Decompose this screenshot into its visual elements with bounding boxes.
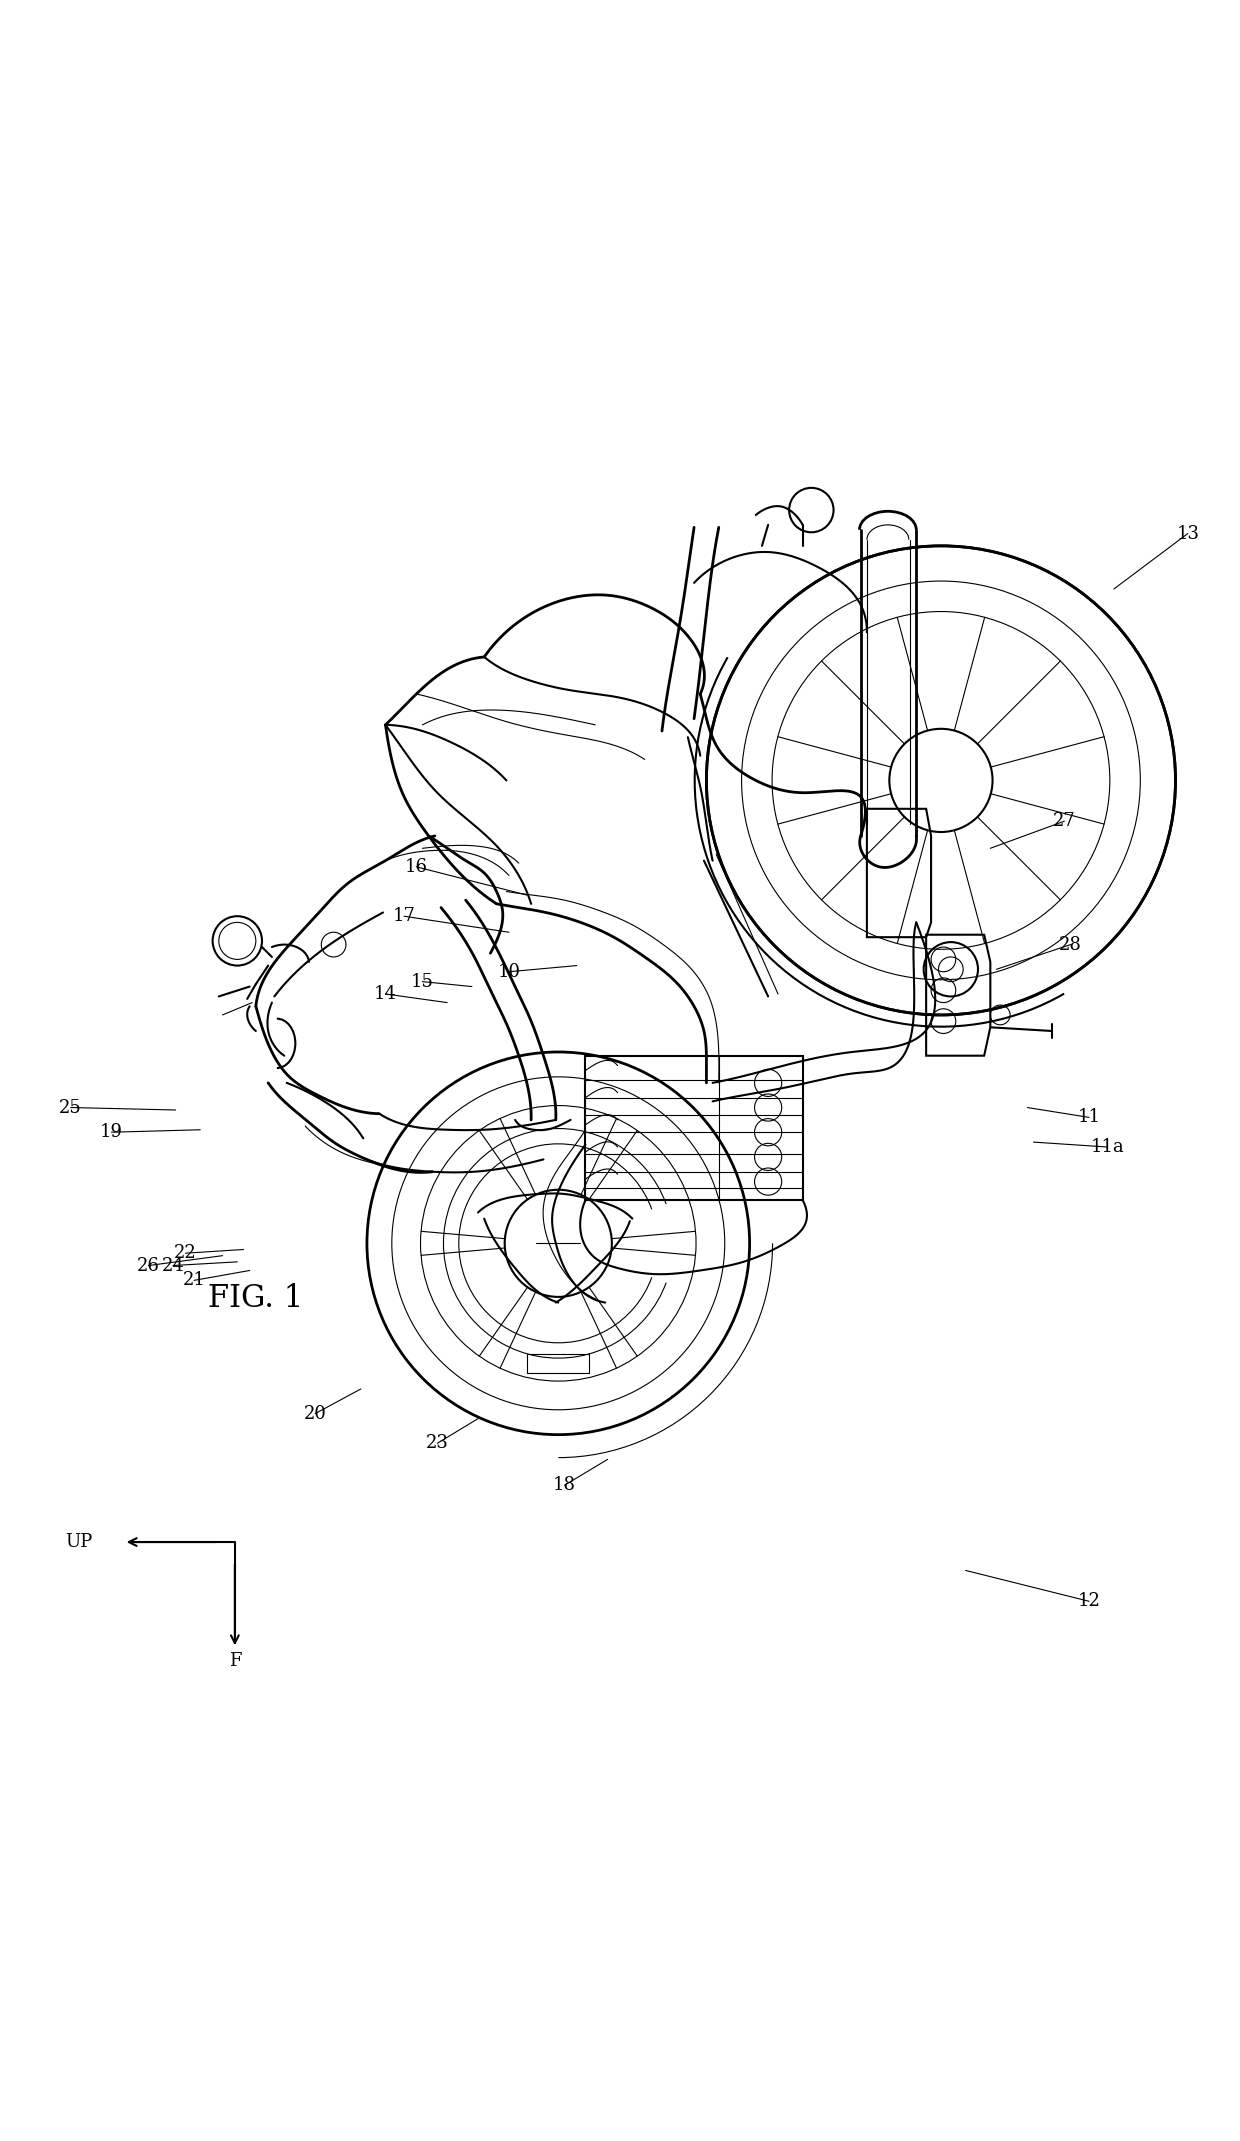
Text: 21: 21	[182, 1272, 206, 1289]
Text: 27: 27	[1053, 811, 1076, 831]
Text: 23: 23	[425, 1434, 449, 1452]
Text: 16: 16	[404, 859, 428, 876]
Text: 24: 24	[161, 1257, 185, 1274]
Text: 12: 12	[1078, 1593, 1101, 1610]
Text: FIG. 1: FIG. 1	[208, 1282, 304, 1315]
Text: 13: 13	[1177, 525, 1199, 542]
Text: 28: 28	[1059, 936, 1083, 953]
Text: 22: 22	[174, 1244, 197, 1263]
Text: F: F	[228, 1651, 241, 1670]
Text: 15: 15	[410, 972, 434, 991]
Text: 11: 11	[1078, 1109, 1101, 1126]
Text: UP: UP	[66, 1533, 93, 1550]
Text: 25: 25	[60, 1098, 82, 1118]
Text: 20: 20	[304, 1404, 326, 1422]
Text: 14: 14	[374, 985, 397, 1002]
Text: 18: 18	[553, 1477, 575, 1494]
Text: 17: 17	[393, 908, 415, 925]
Text: 26: 26	[136, 1257, 160, 1274]
Text: 19: 19	[100, 1124, 123, 1141]
Text: 10: 10	[497, 963, 521, 981]
Text: 11a: 11a	[1091, 1139, 1125, 1156]
